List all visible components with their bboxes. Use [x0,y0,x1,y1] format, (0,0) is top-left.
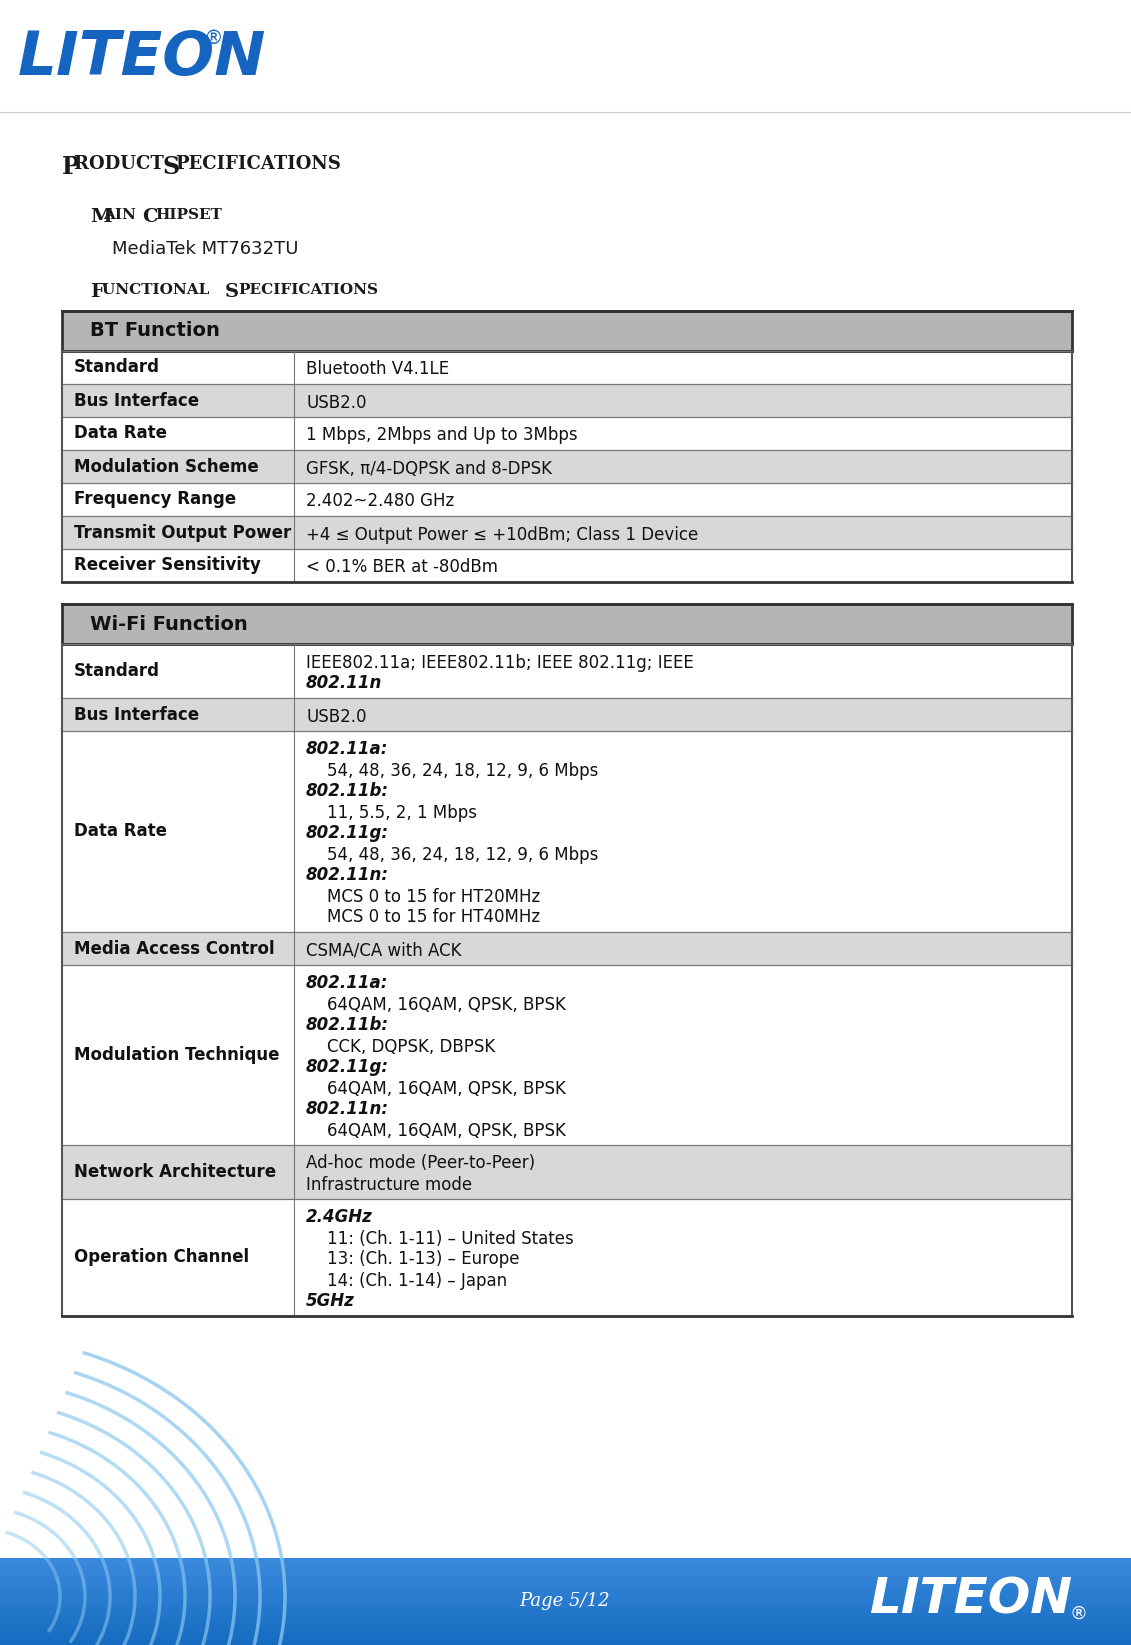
Text: 802.11a:: 802.11a: [307,974,388,992]
Text: MCS 0 to 15 for HT40MHz: MCS 0 to 15 for HT40MHz [307,908,541,926]
Text: 802.11g:: 802.11g: [307,1058,389,1076]
Bar [62,383,1072,416]
Text: Modulation Technique: Modulation Technique [74,1046,279,1064]
Text: 802.11n:: 802.11n: [307,867,389,885]
Text: +4 ≤ Output Power ≤ +10dBm; Class 1 Device: +4 ≤ Output Power ≤ +10dBm; Class 1 Devi… [307,525,698,543]
Text: Standard: Standard [74,661,159,679]
Text: USB2.0: USB2.0 [307,707,366,725]
Text: USB2.0: USB2.0 [307,393,366,411]
Text: PECIFICATIONS: PECIFICATIONS [175,155,340,173]
Bar [62,416,1072,451]
Text: CCK, DQPSK, DBPSK: CCK, DQPSK, DBPSK [307,1038,495,1056]
Text: 11, 5.5, 2, 1 Mbps: 11, 5.5, 2, 1 Mbps [307,803,477,821]
Text: Ad-hoc mode (Peer-to-Peer): Ad-hoc mode (Peer-to-Peer) [307,1155,535,1173]
Text: Page 5/12: Page 5/12 [519,1592,611,1610]
Text: 13: (Ch. 1-13) – Europe: 13: (Ch. 1-13) – Europe [307,1250,519,1268]
Bar [62,311,1072,350]
Text: P: P [62,155,80,179]
Text: MediaTek MT7632TU: MediaTek MT7632TU [112,240,299,258]
Text: 54, 48, 36, 24, 18, 12, 9, 6 Mbps: 54, 48, 36, 24, 18, 12, 9, 6 Mbps [307,762,598,780]
Text: Data Rate: Data Rate [74,822,167,841]
Text: 802.11g:: 802.11g: [307,824,389,842]
Bar [62,549,1072,582]
Bar [62,451,1072,484]
Bar [62,604,1072,643]
Bar [62,730,1072,933]
Text: Receiver Sensitivity: Receiver Sensitivity [74,556,261,574]
Text: 5GHz: 5GHz [307,1293,355,1311]
Text: 2.402~2.480 GHz: 2.402~2.480 GHz [307,492,455,510]
Text: C: C [143,207,157,225]
Text: PECIFICATIONS: PECIFICATIONS [238,283,378,298]
Text: 14: (Ch. 1-14) – Japan: 14: (Ch. 1-14) – Japan [307,1272,507,1290]
Text: GFSK, π/4-DQPSK and 8-DPSK: GFSK, π/4-DQPSK and 8-DPSK [307,459,552,477]
Bar [0,0,1131,112]
Text: Bus Interface: Bus Interface [74,706,199,724]
Text: HIPSET: HIPSET [155,207,222,222]
Text: UNCTIONAL: UNCTIONAL [102,283,215,298]
Text: AIN: AIN [103,207,141,222]
Text: S: S [225,283,239,301]
Text: MCS 0 to 15 for HT20MHz: MCS 0 to 15 for HT20MHz [307,888,541,905]
Text: S: S [162,155,179,179]
Text: 802.11b:: 802.11b: [307,783,389,801]
Text: 64QAM, 16QAM, QPSK, BPSK: 64QAM, 16QAM, QPSK, BPSK [307,1079,566,1097]
Text: Media Access Control: Media Access Control [74,939,275,957]
Text: Frequency Range: Frequency Range [74,490,236,508]
Bar [62,517,1072,549]
Text: < 0.1% BER at -80dBm: < 0.1% BER at -80dBm [307,559,498,576]
Text: Modulation Scheme: Modulation Scheme [74,457,259,475]
Text: 2.4GHz: 2.4GHz [307,1209,373,1227]
Text: LITEON: LITEON [18,28,267,87]
Bar [62,966,1072,1145]
Text: 802.11n:: 802.11n: [307,1101,389,1119]
Text: Standard: Standard [74,359,159,377]
Text: Transmit Output Power: Transmit Output Power [74,523,292,541]
Bar [0,1558,1131,1645]
Text: 11: (Ch. 1-11) – United States: 11: (Ch. 1-11) – United States [307,1229,573,1247]
Text: 64QAM, 16QAM, QPSK, BPSK: 64QAM, 16QAM, QPSK, BPSK [307,1122,566,1140]
Text: Network Architecture: Network Architecture [74,1163,276,1181]
Text: Bus Interface: Bus Interface [74,392,199,410]
Text: Data Rate: Data Rate [74,424,167,443]
Bar [62,484,1072,517]
Text: BT Function: BT Function [90,321,219,341]
Text: ®: ® [1070,1604,1088,1622]
Bar [62,697,1072,730]
Text: Infrastructure mode: Infrastructure mode [307,1176,472,1194]
Text: ®: ® [202,28,223,48]
Bar [62,643,1072,697]
Text: Operation Channel: Operation Channel [74,1249,249,1267]
Text: 802.11a:: 802.11a: [307,740,388,758]
Text: CSMA/CA with ACK: CSMA/CA with ACK [307,941,461,959]
Text: Wi-Fi Function: Wi-Fi Function [90,615,248,633]
Text: M: M [90,207,112,225]
Text: 64QAM, 16QAM, QPSK, BPSK: 64QAM, 16QAM, QPSK, BPSK [307,995,566,1013]
Text: RODUCT: RODUCT [74,155,170,173]
Bar [62,1199,1072,1316]
Text: 54, 48, 36, 24, 18, 12, 9, 6 Mbps: 54, 48, 36, 24, 18, 12, 9, 6 Mbps [307,846,598,864]
Text: LITEON: LITEON [870,1576,1073,1624]
Text: F: F [90,283,104,301]
Bar [62,933,1072,966]
Text: Bluetooth V4.1LE: Bluetooth V4.1LE [307,360,449,378]
Text: 1 Mbps, 2Mbps and Up to 3Mbps: 1 Mbps, 2Mbps and Up to 3Mbps [307,426,578,444]
Text: IEEE802.11a; IEEE802.11b; IEEE 802.11g; IEEE: IEEE802.11a; IEEE802.11b; IEEE 802.11g; … [307,653,693,671]
Bar [62,350,1072,383]
Text: 802.11b:: 802.11b: [307,1017,389,1035]
Text: 802.11n: 802.11n [307,674,382,693]
Bar [62,1145,1072,1199]
